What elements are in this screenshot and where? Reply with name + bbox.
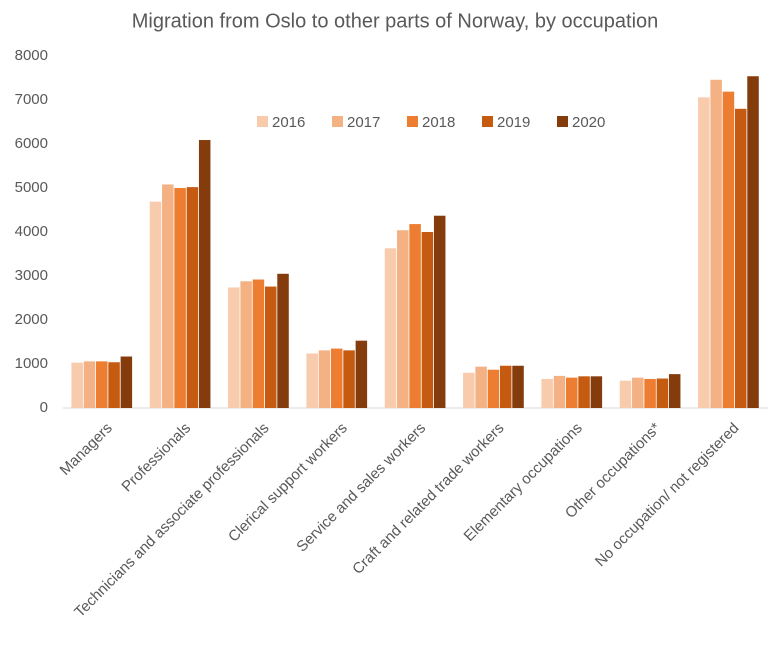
y-tick-label: 5000	[15, 179, 48, 196]
bar	[487, 369, 500, 408]
legend-label: 2019	[497, 114, 530, 131]
legend-label: 2017	[347, 114, 380, 131]
y-tick-label: 6000	[15, 135, 48, 152]
chart-title: Migration from Oslo to other parts of No…	[132, 10, 659, 32]
bar	[318, 350, 331, 408]
legend-swatch	[482, 116, 493, 127]
bar	[475, 366, 487, 408]
bar	[578, 376, 590, 408]
y-tick-label: 8000	[15, 47, 48, 64]
legend-label: 2020	[572, 114, 605, 131]
bar	[644, 378, 656, 408]
bar	[590, 376, 603, 408]
bar	[632, 377, 644, 408]
bar	[566, 377, 578, 408]
bar	[421, 232, 434, 408]
bar	[96, 361, 108, 408]
bar	[277, 273, 289, 408]
legend-swatch	[407, 116, 418, 127]
bar	[512, 365, 524, 408]
bar	[83, 361, 96, 408]
bar	[228, 287, 240, 408]
y-tick-label: 7000	[15, 91, 48, 108]
bar	[355, 340, 368, 408]
legend-swatch	[557, 116, 568, 127]
x-tick-label: Service and sales workers	[293, 420, 429, 556]
bar	[619, 380, 632, 408]
bar	[397, 230, 409, 408]
bar	[698, 97, 710, 409]
bar	[240, 281, 252, 408]
x-tick-label: No occupation/ not registered	[592, 420, 743, 571]
bar	[108, 362, 120, 408]
bar	[384, 248, 397, 408]
legend-swatch	[257, 116, 268, 127]
bar	[734, 108, 747, 409]
y-tick-label: 3000	[15, 267, 48, 284]
bar	[343, 350, 355, 408]
bar	[722, 91, 735, 408]
bar	[149, 201, 162, 408]
bar	[174, 188, 186, 408]
bar	[541, 378, 553, 408]
bar	[331, 348, 343, 408]
bar	[668, 374, 681, 408]
bar	[198, 140, 211, 409]
bar	[120, 356, 133, 408]
bar	[306, 353, 318, 408]
bar	[463, 372, 475, 408]
bar	[162, 184, 174, 408]
bar	[433, 215, 446, 408]
legend-label: 2016	[272, 114, 305, 131]
bar	[186, 187, 199, 408]
x-tick-label: Professionals	[118, 420, 194, 496]
x-tick-label: Managers	[57, 420, 116, 479]
bar	[710, 79, 722, 408]
y-tick-label: 0	[40, 399, 48, 416]
x-tick-label: Craft and related trade workers	[349, 420, 507, 578]
bar	[409, 224, 421, 408]
bar	[553, 375, 566, 408]
y-tick-label: 1000	[15, 355, 48, 372]
bar	[499, 365, 512, 408]
bar	[252, 279, 265, 408]
bar	[71, 362, 83, 408]
y-tick-label: 4000	[15, 223, 48, 240]
y-tick-label: 2000	[15, 311, 48, 328]
bar	[264, 286, 277, 408]
legend-swatch	[332, 116, 343, 127]
bar	[656, 378, 669, 408]
bar	[747, 76, 759, 409]
legend-label: 2018	[422, 114, 455, 131]
